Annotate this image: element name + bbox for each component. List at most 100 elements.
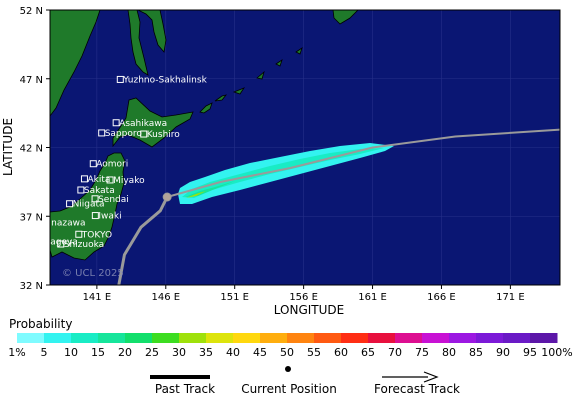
city-marker xyxy=(116,75,124,83)
legend-color-swatch xyxy=(395,333,423,343)
kuril-5 xyxy=(275,59,283,67)
legend-label: 85 xyxy=(469,346,483,359)
city-label: Akita xyxy=(87,175,110,185)
city: Sapporo xyxy=(98,129,142,139)
kuril-3 xyxy=(232,87,246,95)
city-marker xyxy=(91,195,99,203)
city: Iwaki xyxy=(91,212,122,222)
legend-label: 100% xyxy=(541,346,572,359)
legend-label: 50 xyxy=(280,346,294,359)
city: Niigata xyxy=(66,200,105,210)
city-label: Aomori xyxy=(96,160,128,170)
legend-color-swatch xyxy=(125,333,153,343)
legend-color-swatch xyxy=(260,333,288,343)
kuril-6 xyxy=(295,47,303,55)
forecast-track-key-label: Forecast Track xyxy=(374,382,460,396)
legend-label: 65 xyxy=(361,346,375,359)
current-position-key-label: Current Position xyxy=(241,382,337,396)
past-track-line xyxy=(117,196,169,285)
legend-color-swatch xyxy=(530,333,558,343)
city-label: Yuzhno-Sakhalinsk xyxy=(122,75,207,85)
city: Sakata xyxy=(77,186,115,196)
legend-color-swatch xyxy=(152,333,180,343)
legend-color-swatch xyxy=(314,333,342,343)
legend-color-swatch xyxy=(206,333,234,343)
honshu xyxy=(50,152,126,261)
city-label: Niigata xyxy=(73,200,105,210)
city: Miyako xyxy=(106,176,145,186)
track-key: Past Track Current Position Forecast Tra… xyxy=(150,366,460,396)
city: Aomori xyxy=(89,160,128,170)
y-tick-label: 42 N xyxy=(20,144,43,155)
legend-label: 95 xyxy=(523,346,537,359)
city: Yuzhno-Sakhalinsk xyxy=(116,75,208,85)
city-marker xyxy=(77,186,85,194)
sakhalin xyxy=(127,10,149,76)
legend-label: 45 xyxy=(253,346,267,359)
city-marker xyxy=(106,176,114,184)
cone-core xyxy=(185,181,235,197)
watermark: © UCL 2025 xyxy=(62,268,124,279)
y-tick-label: 52 N xyxy=(20,6,43,17)
x-axis-title: LONGITUDE xyxy=(274,303,344,317)
legend-label: 75 xyxy=(415,346,429,359)
legend-label: 70 xyxy=(388,346,402,359)
forecast-arrow-head xyxy=(423,371,439,383)
legend-color-swatch xyxy=(98,333,126,343)
cone-outer xyxy=(178,143,394,204)
legend-label: 35 xyxy=(199,346,213,359)
city-marker xyxy=(91,212,99,220)
legend-color-swatch xyxy=(71,333,99,343)
legend-label: 1% xyxy=(8,346,25,359)
city-marker xyxy=(37,238,43,244)
legend-color-swatch xyxy=(368,333,396,343)
x-tick-label: 161 E xyxy=(358,292,387,303)
city-label: Sakata xyxy=(84,186,115,196)
city-marker xyxy=(66,200,74,208)
city-label: Kanazawa xyxy=(40,218,86,228)
x-tick-label: 141 E xyxy=(83,292,112,303)
city: Kushiro xyxy=(140,130,181,140)
legend-label: 40 xyxy=(226,346,240,359)
city-marker xyxy=(75,230,83,238)
city-label: TOKYO xyxy=(81,230,112,240)
hokkaido xyxy=(112,97,194,148)
legend-label: 20 xyxy=(118,346,132,359)
legend-color-swatch xyxy=(44,333,72,343)
city: Sendai xyxy=(91,195,129,205)
cone-core-hot xyxy=(186,191,206,198)
y-tick-label: 37 N xyxy=(20,212,43,223)
probability-legend: 1% 5 10 15 20 25 30 35 40 45 50 55 60 65 70 75 80 85 90 95 1… xyxy=(8,333,573,359)
forecast-track-line xyxy=(166,128,560,198)
legend-label: 25 xyxy=(145,346,159,359)
legend-label: 15 xyxy=(91,346,105,359)
probability-legend-title: Probability xyxy=(9,317,73,331)
past-track-key-label: Past Track xyxy=(155,382,215,396)
x-tick-label: 151 E xyxy=(220,292,249,303)
legend-color-swatch xyxy=(503,333,531,343)
city: Kanazawa xyxy=(40,218,86,228)
legend-color-swatch xyxy=(476,333,504,343)
y-tick-label: 47 N xyxy=(20,75,43,86)
legend-color-swatch xyxy=(341,333,369,343)
city-marker xyxy=(112,119,120,127)
legend-label: 55 xyxy=(307,346,321,359)
kamchatka-tip xyxy=(332,10,359,25)
current-position-key-symbol xyxy=(285,366,291,372)
city-label: Kushiro xyxy=(147,130,181,140)
city-marker xyxy=(140,130,148,138)
y-axis: 52 N 47 N 42 N 37 N 32 N xyxy=(20,6,50,292)
legend-color-swatch xyxy=(17,333,45,343)
city-marker xyxy=(57,240,65,248)
x-tick-label: 166 E xyxy=(427,292,456,303)
sakhalin-north-cape xyxy=(137,10,167,53)
city-label: Asahikawa xyxy=(119,119,167,129)
city-marker xyxy=(98,129,106,137)
legend-label: 60 xyxy=(334,346,348,359)
x-tick-label: 156 E xyxy=(289,292,318,303)
y-axis-title: LATITUDE xyxy=(1,118,15,176)
legend-color-swatch xyxy=(179,333,207,343)
city-label: Iwaki xyxy=(98,212,121,222)
kuril-2 xyxy=(214,94,228,102)
